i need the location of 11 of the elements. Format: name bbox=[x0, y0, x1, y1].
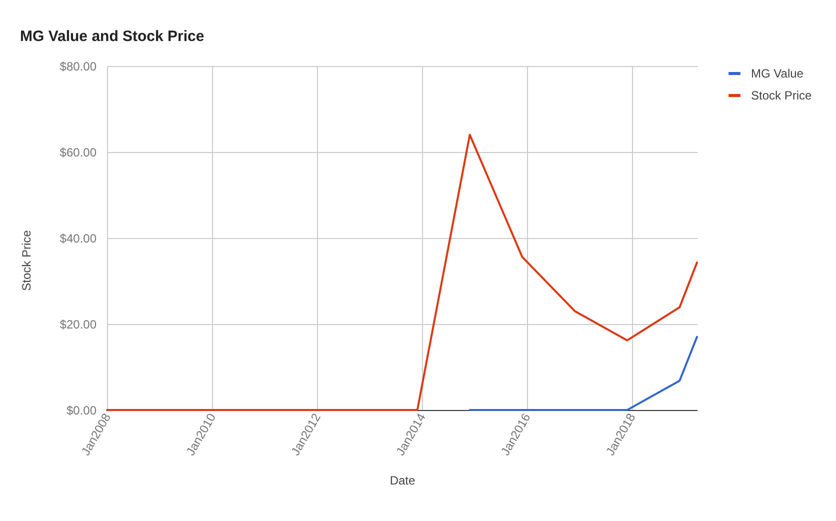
legend-label: MG Value bbox=[751, 66, 804, 80]
y-tick-label: $0.00 bbox=[66, 404, 97, 418]
y-tick-label: $20.00 bbox=[60, 318, 97, 332]
y-axis-title: Stock Price bbox=[20, 230, 34, 291]
line-series bbox=[106, 134, 698, 411]
chart-title: MG Value and Stock Price bbox=[20, 28, 204, 45]
x-axis-title: Date bbox=[390, 473, 416, 488]
y-tick-label: $60.00 bbox=[60, 146, 97, 160]
y-tick-label: $80.00 bbox=[60, 60, 97, 74]
legend-label: Stock Price bbox=[751, 88, 812, 102]
y-tick-label: $40.00 bbox=[60, 232, 97, 246]
